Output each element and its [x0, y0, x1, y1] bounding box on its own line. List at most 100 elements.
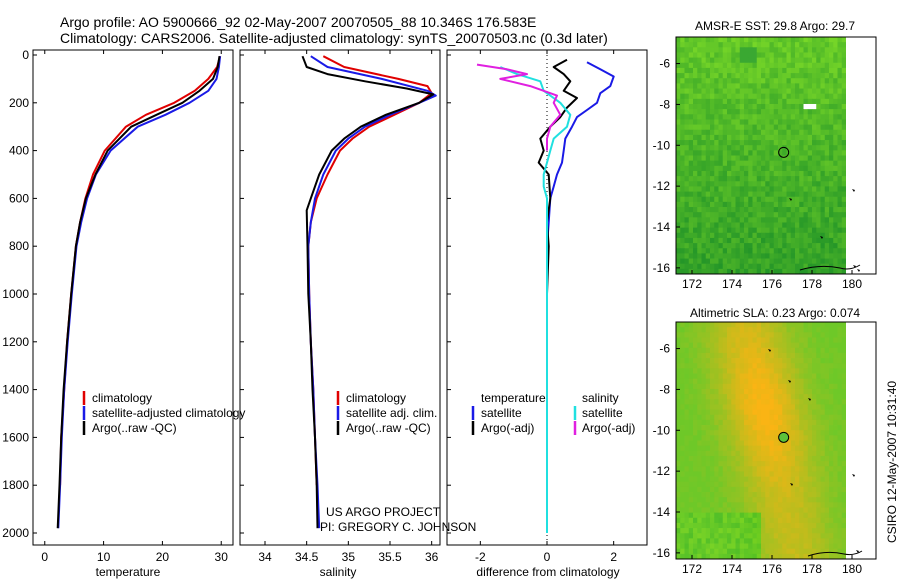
map-cell — [807, 383, 813, 390]
map-cell — [735, 268, 741, 275]
map-cell — [722, 119, 728, 125]
map-cell — [739, 486, 745, 493]
map-cell — [773, 129, 779, 136]
map-cell — [727, 486, 732, 493]
map-cell — [705, 368, 711, 374]
map-cell — [786, 368, 792, 374]
map-cell — [790, 253, 796, 259]
map-cell — [705, 78, 711, 84]
map-cell — [820, 425, 826, 431]
map-cell — [748, 134, 753, 141]
map-cell — [829, 217, 834, 223]
map-cell — [756, 222, 762, 229]
map-cell — [778, 553, 783, 560]
map-cell — [769, 196, 775, 203]
map-cell — [693, 124, 698, 131]
map-cell — [714, 145, 719, 151]
map-cell — [680, 145, 685, 151]
map-cell — [684, 409, 690, 416]
map-cell — [735, 528, 741, 534]
map-cell — [799, 394, 804, 400]
map-cell — [765, 414, 770, 421]
map-cell — [714, 227, 719, 234]
map-cell — [773, 150, 779, 156]
map-cell — [680, 425, 685, 431]
map-cell — [744, 103, 749, 110]
difference-xlabel: difference from climatology — [476, 565, 619, 579]
map-cell — [824, 528, 830, 534]
map-cell — [773, 383, 779, 390]
map-cell — [790, 528, 796, 534]
map-cell — [680, 258, 685, 265]
map-cell — [697, 222, 702, 229]
map-cell — [680, 232, 685, 239]
map-cell — [752, 388, 758, 395]
map-cell — [744, 129, 749, 136]
map-cell — [786, 170, 792, 177]
map-cell — [697, 103, 702, 110]
map-cell — [812, 93, 817, 100]
map-cell — [718, 160, 724, 167]
map-cell — [841, 332, 847, 338]
map-cell — [782, 450, 787, 457]
map-cell — [684, 471, 690, 477]
map-cell — [803, 83, 809, 89]
map-cell — [710, 512, 715, 519]
map-cell — [676, 445, 681, 452]
map-cell — [705, 466, 711, 472]
map-cell — [812, 47, 817, 53]
map-cell — [752, 268, 758, 275]
map-cell — [705, 435, 711, 441]
map-cell — [765, 88, 770, 95]
map-cell — [735, 409, 741, 416]
map-cell — [710, 196, 715, 203]
map-cell — [684, 404, 690, 410]
map-cell — [714, 476, 719, 483]
map-cell — [799, 186, 804, 192]
map-cell — [756, 165, 762, 172]
map-cell — [701, 47, 707, 53]
map-cell — [795, 497, 800, 503]
map-cell — [680, 522, 685, 529]
map-cell — [710, 409, 715, 416]
map-cell — [744, 268, 749, 275]
map-cell — [795, 150, 800, 156]
map-cell — [744, 548, 749, 555]
map-cell — [680, 337, 685, 344]
map-cell — [722, 481, 728, 488]
map-cell — [744, 42, 749, 48]
map-cell — [773, 160, 779, 167]
map-cell — [688, 186, 694, 192]
map-cell — [829, 232, 834, 239]
map-cell — [799, 160, 804, 167]
map-cell — [688, 140, 694, 146]
map-cell — [731, 358, 736, 364]
map-cell — [680, 373, 685, 380]
map-cell — [773, 430, 779, 436]
map-cell — [676, 378, 681, 385]
map-cell — [769, 93, 775, 100]
sst-map-cells — [676, 37, 847, 275]
map-cell — [752, 337, 758, 344]
map-cell — [739, 47, 745, 53]
map-cell — [693, 248, 698, 254]
map-cell — [786, 528, 792, 534]
map-cell — [688, 522, 694, 529]
map-cell — [739, 212, 745, 218]
map-cell — [680, 109, 685, 115]
map-cell — [710, 67, 715, 74]
map-cell — [841, 502, 847, 508]
map-cell — [676, 497, 681, 503]
map-cell — [680, 83, 685, 89]
map-cell — [688, 160, 694, 167]
map-cell — [727, 222, 732, 229]
map-cell — [837, 227, 843, 234]
map-cell — [739, 57, 745, 64]
map-cell — [744, 455, 749, 462]
map-cell — [710, 176, 715, 182]
map-cell — [790, 181, 796, 187]
map-cell — [705, 445, 711, 452]
map-cell — [807, 145, 813, 151]
map-cell — [795, 248, 800, 254]
map-cell — [676, 471, 681, 477]
